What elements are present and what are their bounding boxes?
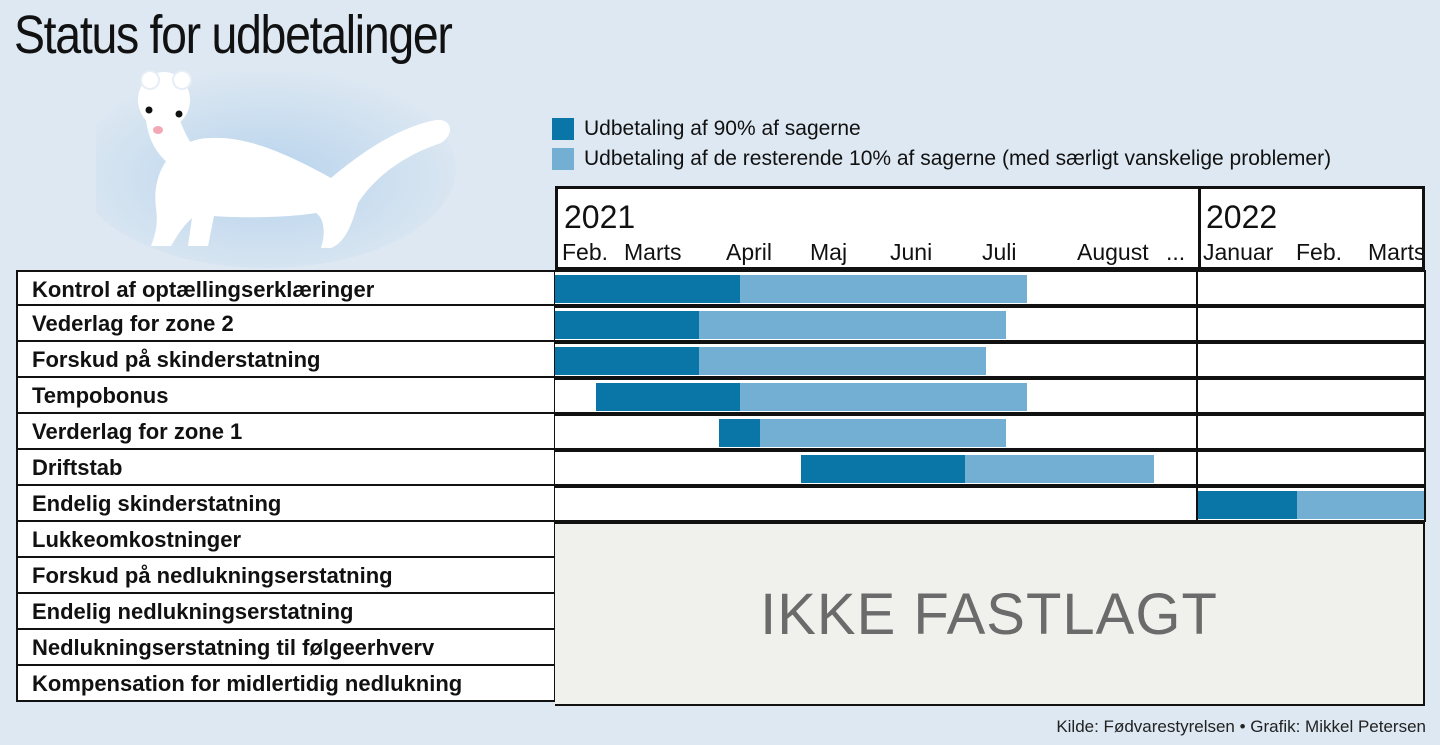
bar-10-percent	[1296, 491, 1424, 519]
gantt-row: Lukkeomkostninger	[16, 522, 556, 558]
bar-10-percent	[698, 347, 986, 375]
cell-2022	[1198, 450, 1426, 486]
month-juli: Juli	[982, 239, 1017, 265]
cell-2021	[555, 306, 1198, 342]
gantt-row: Forskud på nedlukningserstatning	[16, 558, 556, 594]
row-label: Kompensation for midlertidig nedlukning	[16, 666, 556, 702]
bar-10-percent	[739, 275, 1027, 303]
row-label: Driftstab	[16, 450, 556, 486]
month-august: August	[1077, 239, 1149, 265]
gantt-row: Tempobonus	[16, 378, 1426, 414]
gantt-row: Driftstab	[16, 450, 1426, 486]
month-marts-2022: Marts	[1368, 239, 1426, 265]
legend: Udbetaling af 90% af sagerne Udbetaling …	[552, 114, 1331, 174]
gantt-row: Vederlag for zone 2	[16, 306, 1426, 342]
year-2021: 2021	[564, 199, 636, 235]
bar-90-percent	[555, 311, 699, 339]
cell-2021	[555, 342, 1198, 378]
legend-label-90: Udbetaling af 90% af sagerne	[584, 117, 861, 140]
bar-90-percent	[1198, 491, 1297, 519]
timeline-header: 2021 2022 Feb. Marts April Maj Juni Juli…	[555, 186, 1426, 270]
legend-swatch-light	[552, 148, 574, 170]
gantt-row: Endelig skinderstatning	[16, 486, 1426, 522]
row-label: Kontrol af optællingserklæringer	[16, 270, 556, 306]
bar-90-percent	[555, 347, 699, 375]
row-label: Tempobonus	[16, 378, 556, 414]
row-label: Forskud på nedlukningserstatning	[16, 558, 556, 594]
cell-2022	[1198, 270, 1426, 306]
gantt-row: Kompensation for midlertidig nedlukning	[16, 666, 556, 702]
cell-2022	[1198, 414, 1426, 450]
row-label: Verderlag for zone 1	[16, 414, 556, 450]
row-label: Nedlukningserstatning til følgeerhverv	[16, 630, 556, 666]
cell-2022	[1198, 378, 1426, 414]
bar-10-percent	[965, 455, 1154, 483]
gantt-row: Kontrol af optællingserklæringer	[16, 270, 1426, 306]
legend-swatch-dark	[552, 118, 574, 140]
gantt-row: Nedlukningserstatning til følgeerhverv	[16, 630, 556, 666]
month-april: April	[726, 239, 773, 265]
legend-label-10: Udbetaling af de resterende 10% af sager…	[584, 147, 1332, 170]
row-label: Lukkeomkostninger	[16, 522, 556, 558]
chart-title: Status for udbetalinger	[14, 5, 453, 65]
month-feb-2022: Feb.	[1296, 239, 1343, 265]
cell-2021	[555, 378, 1198, 414]
source-credit: Kilde: Fødvarestyrelsen • Grafik: Mikkel…	[1056, 717, 1426, 736]
month-maj: Maj	[810, 239, 848, 265]
row-label: Forskud på skinderstatning	[16, 342, 556, 378]
legend-item-10: Udbetaling af de resterende 10% af sager…	[552, 144, 1331, 174]
gantt-row: Verderlag for zone 1	[16, 414, 1426, 450]
bar-90-percent	[801, 455, 965, 483]
month-juni: Juni	[890, 239, 933, 265]
year-2022: 2022	[1206, 199, 1278, 235]
cell-2021	[555, 270, 1198, 306]
bar-90-percent	[719, 419, 760, 447]
ferret-illustration	[96, 68, 456, 268]
bar-90-percent	[555, 275, 740, 303]
bar-90-percent	[596, 383, 740, 411]
month-marts-2021: Marts	[624, 239, 682, 265]
row-label: Endelig nedlukningserstatning	[16, 594, 556, 630]
row-label: Vederlag for zone 2	[16, 306, 556, 342]
cell-2021	[555, 450, 1198, 486]
gantt-row: Endelig nedlukningserstatning	[16, 594, 556, 630]
month-januar: Januar	[1203, 239, 1274, 265]
bar-10-percent	[698, 311, 1006, 339]
legend-item-90: Udbetaling af 90% af sagerne	[552, 114, 1331, 144]
not-set-label: IKKE FASTLAGT	[760, 581, 1218, 647]
cell-2021	[555, 486, 1198, 522]
not-set-area: IKKE FASTLAGT	[555, 522, 1425, 706]
cell-2022	[1198, 486, 1426, 522]
cell-2021	[555, 414, 1198, 450]
month-feb-2021: Feb.	[562, 239, 609, 265]
cell-2022	[1198, 306, 1426, 342]
cell-2022	[1198, 342, 1426, 378]
gantt-row: Forskud på skinderstatning	[16, 342, 1426, 378]
month-ellipsis: ...	[1166, 239, 1186, 265]
bar-10-percent	[739, 383, 1027, 411]
year-divider	[1198, 189, 1201, 267]
bar-10-percent	[760, 419, 1006, 447]
row-label: Endelig skinderstatning	[16, 486, 556, 522]
